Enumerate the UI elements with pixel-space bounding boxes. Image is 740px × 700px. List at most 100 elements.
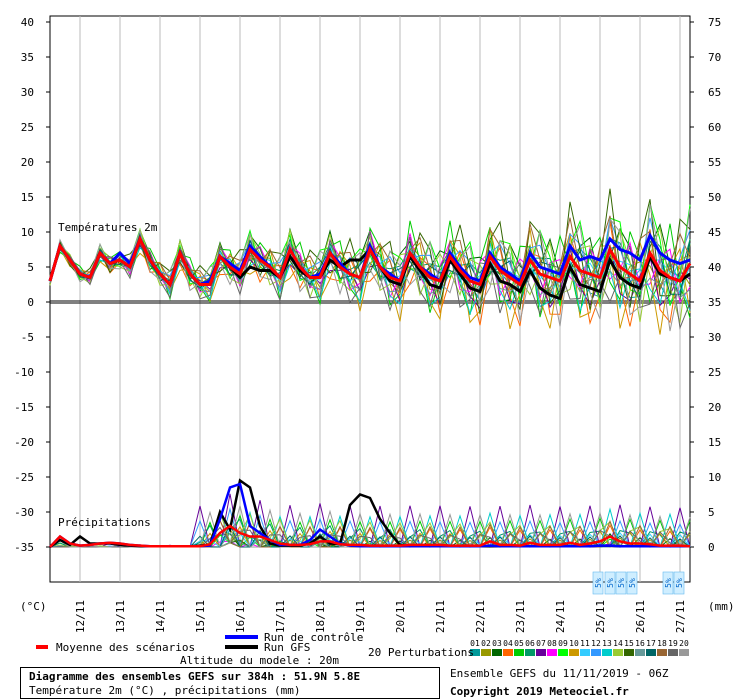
perturbation-id: 07 [536, 639, 546, 648]
x-day-label: 22/11 [474, 600, 487, 633]
left-tick-label: -25 [14, 471, 34, 484]
right-tick-label: 30 [708, 331, 721, 344]
legend-control-label: Run de contrôle [264, 631, 364, 644]
perturbation-swatch [514, 649, 524, 656]
snow-icon [615, 571, 627, 595]
left-tick-label: 15 [21, 191, 34, 204]
perturbation-id: 19 [668, 639, 678, 648]
snow-probability-label: 5% [664, 578, 673, 588]
x-day-label: 25/11 [594, 600, 607, 633]
perturbation-swatch [613, 649, 623, 656]
perturbation-swatch [481, 649, 491, 656]
left-tick-label: 40 [21, 16, 34, 29]
perturbation-swatch [668, 649, 678, 656]
run-info: Ensemble GEFS du 11/11/2019 - 06Z [450, 667, 669, 680]
left-tick-label: 10 [21, 226, 34, 239]
snow-probability-label: 5% [675, 578, 684, 588]
left-tick-label: 30 [21, 86, 34, 99]
perturbation-id: 15 [624, 639, 634, 648]
unit-left: (°C) [20, 600, 47, 613]
x-day-label: 12/11 [74, 600, 87, 633]
right-tick-label: 60 [708, 121, 721, 134]
gfs-series-precipitation [49, 478, 690, 549]
perturbation-swatch [470, 649, 480, 656]
perturbation-swatch [525, 649, 535, 656]
perturbation-swatch [591, 649, 601, 656]
perturbation-id: 08 [547, 639, 557, 648]
perturbation-id: 02 [481, 639, 491, 648]
left-tick-label: 0 [27, 296, 34, 309]
perturbation-swatch [602, 649, 612, 656]
copyright: Copyright 2019 Meteociel.fr [450, 685, 629, 698]
perturbation-swatch [547, 649, 557, 656]
perturbation-temp-line [49, 215, 691, 297]
right-tick-label: 5 [708, 506, 715, 519]
snow-icon [662, 571, 674, 595]
right-tick-label: 65 [708, 86, 721, 99]
perturbation-id: 09 [558, 639, 568, 648]
perturbation-id: 06 [525, 639, 535, 648]
perturbation-id: 01 [470, 639, 480, 648]
diagram-subtitle: Température 2m (°C) , précipitations (mm… [29, 684, 301, 697]
x-day-label: 20/11 [394, 600, 407, 633]
right-tick-label: 0 [708, 541, 715, 554]
right-tick-label: 35 [708, 296, 721, 309]
precipitation-panel-label: Précipitations [58, 516, 151, 529]
right-tick-label: 15 [708, 436, 721, 449]
snow-probability-label: 5% [617, 578, 626, 588]
perturbation-swatch [569, 649, 579, 656]
x-day-label: 18/11 [314, 600, 327, 633]
perturbation-id: 03 [492, 639, 502, 648]
left-tick-label: 25 [21, 121, 34, 134]
x-day-label: 13/11 [114, 600, 127, 633]
left-tick-label: 5 [27, 261, 34, 274]
perturbation-id: 04 [503, 639, 513, 648]
perturbation-swatch [657, 649, 667, 656]
diagram-title: Diagramme des ensembles GEFS sur 384h : … [29, 670, 361, 683]
perturbation-swatch [492, 649, 502, 656]
perturbation-id: 13 [602, 639, 612, 648]
perturbation-temp-line [49, 204, 691, 332]
left-tick-label: -35 [14, 541, 34, 554]
legend-perturbations-label: 20 Perturbations [368, 646, 474, 659]
legend-gfs-label: Run GFS [264, 641, 311, 654]
snow-icon [673, 571, 685, 595]
temperature-panel-label: Températures 2m [58, 221, 158, 234]
x-day-label: 23/11 [514, 600, 527, 633]
snow-icon [626, 571, 638, 595]
right-tick-label: 55 [708, 156, 721, 169]
x-day-label: 14/11 [154, 600, 167, 633]
snow-icon [592, 571, 604, 595]
x-day-label: 19/11 [354, 600, 367, 633]
perturbation-swatch [536, 649, 546, 656]
perturbation-id: 20 [679, 639, 689, 648]
snow-probability-label: 5% [628, 578, 637, 588]
perturbation-id: 18 [657, 639, 667, 648]
snow-probability-label: 5% [594, 578, 603, 588]
perturbation-swatch [646, 649, 656, 656]
perturbation-id: 11 [580, 639, 590, 648]
left-tick-label: -20 [14, 436, 34, 449]
x-day-label: 17/11 [274, 600, 287, 633]
perturbation-swatch [624, 649, 634, 656]
x-day-label: 27/11 [674, 600, 687, 633]
perturbation-temp-line [49, 188, 691, 315]
perturbation-swatch [558, 649, 568, 656]
perturbation-id: 16 [635, 639, 645, 648]
perturbation-swatch [679, 649, 689, 656]
right-tick-label: 40 [708, 261, 721, 274]
snow-probability-label: 5% [606, 578, 615, 588]
right-tick-label: 70 [708, 51, 721, 64]
perturbation-id: 17 [646, 639, 656, 648]
left-tick-label: 20 [21, 156, 34, 169]
x-day-label: 16/11 [234, 600, 247, 633]
unit-right: (mm) [708, 600, 735, 613]
perturbation-id: 12 [591, 639, 601, 648]
perturbation-id: 10 [569, 639, 579, 648]
right-tick-label: 10 [708, 471, 721, 484]
perturbation-id: 14 [613, 639, 623, 648]
right-tick-label: 50 [708, 191, 721, 204]
mean-series-temperature [48, 235, 692, 288]
info-box: Diagramme des ensembles GEFS sur 384h : … [20, 667, 440, 699]
